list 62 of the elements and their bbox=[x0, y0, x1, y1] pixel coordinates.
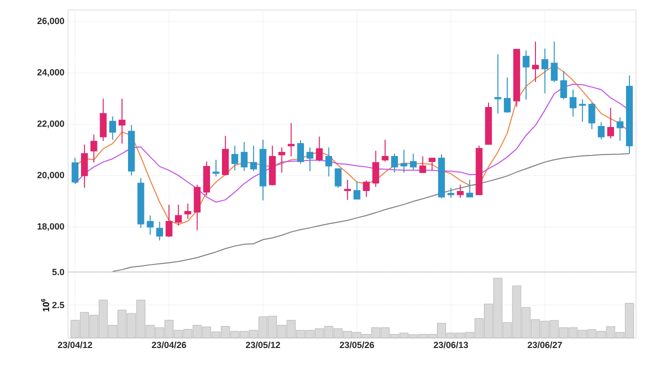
candlestick bbox=[391, 153, 398, 173]
candlestick bbox=[297, 140, 304, 164]
candlestick bbox=[278, 146, 286, 174]
candlestick bbox=[81, 144, 88, 188]
candlestick bbox=[494, 54, 502, 114]
candlestick bbox=[400, 149, 408, 174]
candlestick bbox=[362, 180, 370, 198]
candlestick bbox=[146, 214, 154, 236]
candlestick bbox=[316, 136, 323, 162]
x-tick-label: 23/04/26 bbox=[152, 342, 186, 348]
candlestick bbox=[354, 180, 360, 200]
candlestick bbox=[90, 134, 98, 164]
x-tick-label: 23/05/26 bbox=[340, 342, 374, 348]
candlestick bbox=[166, 204, 172, 238]
candlestick bbox=[118, 98, 126, 144]
candlestick bbox=[212, 159, 220, 177]
candlestick bbox=[240, 142, 248, 172]
candlestick bbox=[522, 50, 530, 100]
candlestick bbox=[456, 184, 464, 198]
y-tick-label: 2.5 bbox=[52, 302, 64, 308]
y-tick-label: 18,000 bbox=[38, 223, 64, 231]
y-tick-label: 5.0 bbox=[52, 268, 64, 276]
candlestick bbox=[250, 145, 257, 172]
candlestick bbox=[72, 157, 78, 184]
candlestick bbox=[372, 150, 380, 188]
candlestick bbox=[100, 98, 107, 142]
candlestick bbox=[306, 146, 314, 172]
candlestick bbox=[550, 41, 558, 83]
candlestick bbox=[616, 116, 624, 142]
candlestick bbox=[560, 70, 568, 100]
line-series bbox=[112, 153, 630, 272]
y-tick-label: 22,000 bbox=[37, 120, 64, 128]
x-tick-label: 23/05/12 bbox=[246, 342, 280, 348]
candlestick bbox=[344, 179, 351, 200]
candlestick bbox=[175, 204, 182, 226]
candlestick bbox=[410, 153, 417, 170]
x-tick-label: 23/04/12 bbox=[58, 342, 92, 348]
candlestick bbox=[541, 48, 548, 94]
candlestick bbox=[156, 221, 164, 241]
y-tick-label: 24,000 bbox=[37, 69, 64, 77]
candlestick bbox=[598, 122, 605, 140]
candlestick bbox=[382, 139, 389, 162]
candlestick bbox=[504, 77, 511, 114]
candlestick bbox=[109, 116, 116, 140]
candlestick bbox=[184, 203, 192, 220]
candlestick bbox=[428, 158, 436, 171]
candlestick bbox=[447, 187, 454, 198]
candlestick bbox=[325, 146, 332, 177]
x-tick-label: 23/06/27 bbox=[528, 342, 562, 348]
y-tick-label: 26,000 bbox=[37, 18, 64, 26]
candlestick bbox=[419, 156, 426, 174]
candlestick bbox=[570, 89, 576, 118]
candlestick bbox=[607, 107, 614, 139]
candlestick bbox=[466, 179, 474, 198]
candlestick bbox=[588, 102, 596, 130]
candlestick bbox=[334, 168, 342, 188]
x-tick-label: 23/06/13 bbox=[434, 342, 468, 348]
y-axis-title: 10$^{6}$ bbox=[41, 298, 50, 312]
candlestick bbox=[231, 145, 238, 171]
candlestick bbox=[532, 41, 539, 82]
candlestick bbox=[288, 122, 295, 157]
y-tick-label: 20,000 bbox=[37, 172, 64, 180]
